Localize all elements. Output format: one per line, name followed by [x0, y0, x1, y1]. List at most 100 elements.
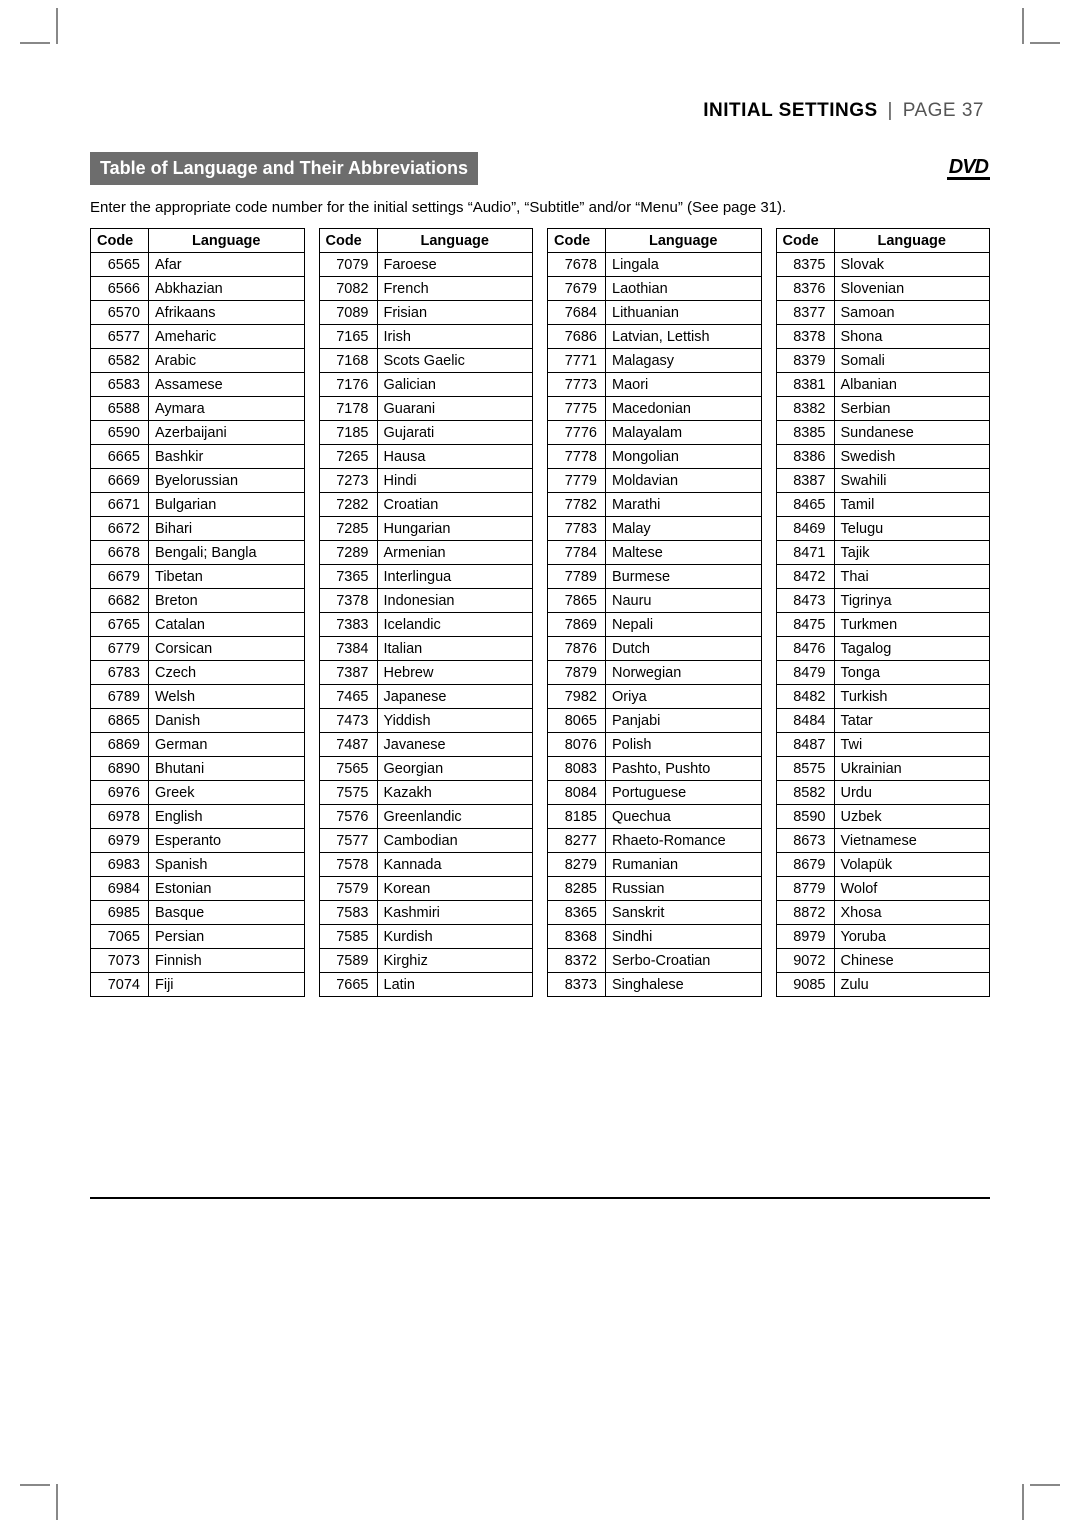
table-row: 7686Latvian, Lettish	[548, 325, 762, 349]
code-cell: 6665	[91, 445, 149, 469]
code-cell: 7869	[548, 613, 606, 637]
language-cell: Hungarian	[377, 517, 533, 541]
language-cell: Tigrinya	[834, 589, 990, 613]
code-cell: 8084	[548, 781, 606, 805]
language-cell: Danish	[149, 709, 305, 733]
table-row: 6588Aymara	[91, 397, 305, 421]
language-cell: Lithuanian	[606, 301, 762, 325]
table-row: 8285Russian	[548, 877, 762, 901]
code-cell: 7789	[548, 565, 606, 589]
code-cell: 7387	[319, 661, 377, 685]
language-cell: Somali	[834, 349, 990, 373]
code-cell: 7487	[319, 733, 377, 757]
language-cell: Croatian	[377, 493, 533, 517]
language-cell: Indonesian	[377, 589, 533, 613]
code-cell: 7776	[548, 421, 606, 445]
code-cell: 7879	[548, 661, 606, 685]
table-row: 8487Twi	[776, 733, 990, 757]
table-row: 6590Azerbaijani	[91, 421, 305, 445]
table-row: 6665Bashkir	[91, 445, 305, 469]
language-header: Language	[834, 229, 990, 253]
table-row: 6678Bengali; Bangla	[91, 541, 305, 565]
language-cell: Maltese	[606, 541, 762, 565]
language-cell: Panjabi	[606, 709, 762, 733]
language-cell: Finnish	[149, 949, 305, 973]
table-row: 7473Yiddish	[319, 709, 533, 733]
table-row: 7589Kirghiz	[319, 949, 533, 973]
language-cell: English	[149, 805, 305, 829]
language-cell: Rhaeto-Romance	[606, 829, 762, 853]
code-cell: 8376	[776, 277, 834, 301]
language-cell: Samoan	[834, 301, 990, 325]
code-cell: 7265	[319, 445, 377, 469]
table-row: 8679Volapük	[776, 853, 990, 877]
table-row: 7576Greenlandic	[319, 805, 533, 829]
table-row: 8377Samoan	[776, 301, 990, 325]
code-cell: 7168	[319, 349, 377, 373]
language-cell: Ukrainian	[834, 757, 990, 781]
code-header: Code	[319, 229, 377, 253]
code-cell: 8382	[776, 397, 834, 421]
table-row: 8472Thai	[776, 565, 990, 589]
language-cell: Telugu	[834, 517, 990, 541]
language-column-table: CodeLanguage6565Afar6566Abkhazian6570Afr…	[90, 228, 305, 997]
language-cell: Nauru	[606, 589, 762, 613]
code-cell: 8679	[776, 853, 834, 877]
language-cell: Twi	[834, 733, 990, 757]
language-cell: Fiji	[149, 973, 305, 997]
code-cell: 6789	[91, 685, 149, 709]
language-cell: Macedonian	[606, 397, 762, 421]
code-cell: 8979	[776, 925, 834, 949]
language-cell: Catalan	[149, 613, 305, 637]
language-cell: Albanian	[834, 373, 990, 397]
language-cell: Bashkir	[149, 445, 305, 469]
code-cell: 8872	[776, 901, 834, 925]
table-row: 6570Afrikaans	[91, 301, 305, 325]
table-row: 8469Telugu	[776, 517, 990, 541]
table-row: 8083Pashto, Pushto	[548, 757, 762, 781]
language-cell: Kannada	[377, 853, 533, 877]
language-cell: Dutch	[606, 637, 762, 661]
code-cell: 8372	[548, 949, 606, 973]
code-cell: 7783	[548, 517, 606, 541]
table-row: 8872Xhosa	[776, 901, 990, 925]
language-cell: Basque	[149, 901, 305, 925]
code-cell: 8365	[548, 901, 606, 925]
language-cell: Malay	[606, 517, 762, 541]
code-cell: 8279	[548, 853, 606, 877]
language-cell: Bhutani	[149, 757, 305, 781]
code-cell: 7576	[319, 805, 377, 829]
language-cell: Yoruba	[834, 925, 990, 949]
code-cell: 7565	[319, 757, 377, 781]
language-cell: Pashto, Pushto	[606, 757, 762, 781]
table-row: 6583Assamese	[91, 373, 305, 397]
code-cell: 8482	[776, 685, 834, 709]
table-row: 6582Arabic	[91, 349, 305, 373]
language-cell: Yiddish	[377, 709, 533, 733]
table-row: 7779Moldavian	[548, 469, 762, 493]
language-cell: Sundanese	[834, 421, 990, 445]
language-cell: Rumanian	[606, 853, 762, 877]
language-cell: Portuguese	[606, 781, 762, 805]
language-cell: Greek	[149, 781, 305, 805]
table-row: 8279Rumanian	[548, 853, 762, 877]
code-cell: 7365	[319, 565, 377, 589]
table-row: 7487Javanese	[319, 733, 533, 757]
table-row: 6565Afar	[91, 253, 305, 277]
language-cell: Slovenian	[834, 277, 990, 301]
code-cell: 8375	[776, 253, 834, 277]
language-cell: Chinese	[834, 949, 990, 973]
table-row: 8373Singhalese	[548, 973, 762, 997]
table-row: 7383Icelandic	[319, 613, 533, 637]
table-row: 8465Tamil	[776, 493, 990, 517]
language-tables: CodeLanguage6565Afar6566Abkhazian6570Afr…	[90, 228, 990, 997]
language-cell: Gujarati	[377, 421, 533, 445]
language-cell: Hausa	[377, 445, 533, 469]
code-cell: 6869	[91, 733, 149, 757]
code-cell: 7771	[548, 349, 606, 373]
language-cell: Uzbek	[834, 805, 990, 829]
table-row: 6976Greek	[91, 781, 305, 805]
table-row: 8376Slovenian	[776, 277, 990, 301]
language-cell: Korean	[377, 877, 533, 901]
table-row: 6985Basque	[91, 901, 305, 925]
